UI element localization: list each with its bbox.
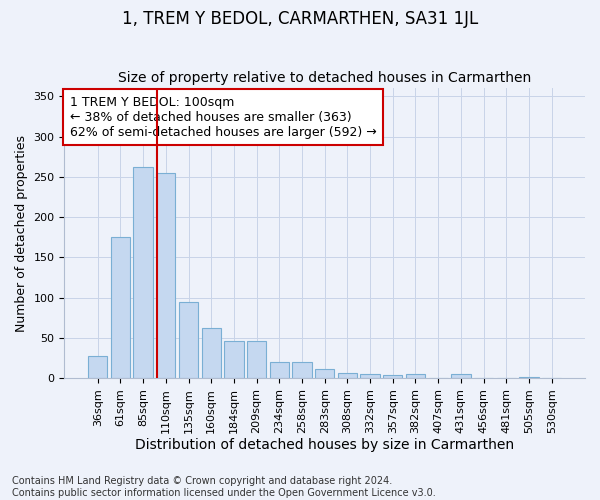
- Bar: [315, 370, 334, 378]
- Bar: [520, 376, 539, 378]
- Bar: [269, 362, 289, 378]
- Bar: [202, 328, 221, 378]
- Text: 1, TREM Y BEDOL, CARMARTHEN, SA31 1JL: 1, TREM Y BEDOL, CARMARTHEN, SA31 1JL: [122, 10, 478, 28]
- Bar: [133, 166, 153, 378]
- Bar: [111, 238, 130, 378]
- Bar: [224, 341, 244, 378]
- Title: Size of property relative to detached houses in Carmarthen: Size of property relative to detached ho…: [118, 70, 532, 85]
- Bar: [247, 341, 266, 378]
- Bar: [383, 375, 403, 378]
- Y-axis label: Number of detached properties: Number of detached properties: [15, 135, 28, 332]
- Text: Contains HM Land Registry data © Crown copyright and database right 2024.
Contai: Contains HM Land Registry data © Crown c…: [12, 476, 436, 498]
- X-axis label: Distribution of detached houses by size in Carmarthen: Distribution of detached houses by size …: [135, 438, 514, 452]
- Bar: [88, 356, 107, 378]
- Text: 1 TREM Y BEDOL: 100sqm
← 38% of detached houses are smaller (363)
62% of semi-de: 1 TREM Y BEDOL: 100sqm ← 38% of detached…: [70, 96, 376, 138]
- Bar: [451, 374, 470, 378]
- Bar: [156, 173, 175, 378]
- Bar: [179, 302, 198, 378]
- Bar: [338, 372, 357, 378]
- Bar: [292, 362, 311, 378]
- Bar: [406, 374, 425, 378]
- Bar: [361, 374, 380, 378]
